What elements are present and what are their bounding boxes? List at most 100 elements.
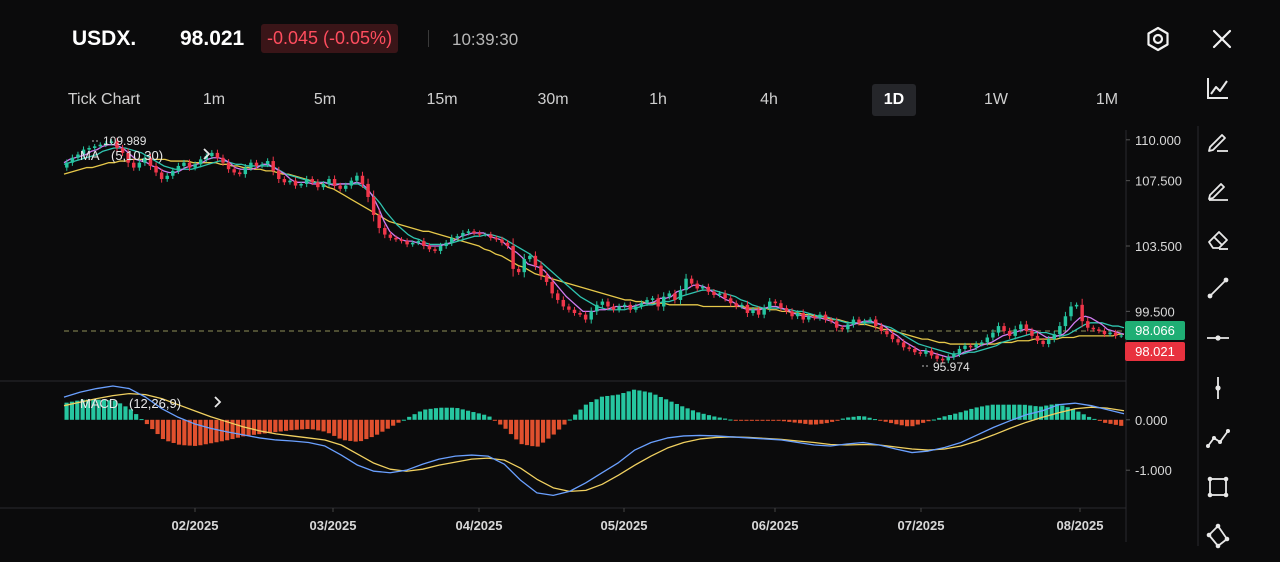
candle bbox=[851, 319, 856, 325]
macd-histogram-bar bbox=[385, 419, 390, 429]
candle bbox=[494, 237, 499, 240]
candle bbox=[901, 342, 906, 348]
candle bbox=[332, 179, 337, 186]
candle bbox=[394, 237, 398, 240]
macd-histogram-bar bbox=[578, 409, 583, 420]
macd-histogram-bar bbox=[1119, 419, 1124, 426]
macd-indicator-params: (12,26,9) bbox=[129, 396, 181, 411]
tab-5m[interactable]: 5m bbox=[313, 91, 337, 108]
candle bbox=[712, 291, 716, 296]
tab-tick-chart[interactable]: Tick Chart bbox=[67, 91, 141, 108]
candle bbox=[472, 231, 476, 233]
macd-histogram-bar bbox=[942, 416, 947, 420]
horizontal-line-tool[interactable] bbox=[1204, 324, 1232, 352]
chart-type-button[interactable] bbox=[1204, 74, 1232, 102]
macd-histogram-bar bbox=[396, 419, 401, 423]
macd-histogram-bar bbox=[412, 414, 417, 420]
ma-expand-chevron-icon[interactable] bbox=[203, 148, 211, 160]
macd-histogram-bar bbox=[953, 413, 958, 420]
candle bbox=[1097, 329, 1101, 331]
close-button[interactable] bbox=[1208, 25, 1236, 53]
macd-histogram-bar bbox=[557, 419, 562, 430]
candle bbox=[159, 172, 164, 180]
macd-histogram-bar bbox=[358, 419, 364, 442]
macd-histogram-bar bbox=[332, 419, 337, 436]
tab-1d[interactable]: 1D bbox=[872, 84, 916, 116]
tab-1m-month[interactable]: 1M bbox=[1095, 91, 1119, 108]
candle bbox=[477, 232, 482, 235]
candle bbox=[1024, 324, 1029, 331]
macd-histogram-bar bbox=[996, 404, 1001, 420]
candle bbox=[634, 306, 638, 310]
eraser-tool[interactable] bbox=[1204, 225, 1232, 253]
macd-histogram-bar bbox=[310, 419, 315, 430]
candle bbox=[678, 290, 683, 300]
pencil-tool[interactable] bbox=[1204, 126, 1232, 154]
header-divider bbox=[428, 30, 429, 47]
macd-histogram-bar bbox=[439, 407, 444, 420]
macd-histogram-bar bbox=[1012, 404, 1017, 420]
macd-histogram-bar bbox=[573, 414, 578, 420]
candle bbox=[952, 353, 956, 358]
price-chart[interactable]: 110.000 107.500 103.500 99.500 0.000 -1.000 02… bbox=[0, 126, 1200, 546]
macd-histogram-bar bbox=[631, 389, 637, 420]
candle bbox=[600, 301, 605, 305]
macd-histogram-bar bbox=[1006, 404, 1011, 420]
tab-1h[interactable]: 1h bbox=[649, 91, 667, 108]
macd-histogram-bar bbox=[594, 399, 599, 420]
macd-histogram-bar bbox=[300, 419, 305, 430]
macd-dea-line bbox=[63, 392, 1125, 493]
current-price-label: 98.021 bbox=[1135, 344, 1175, 359]
macd-histogram-bar bbox=[642, 391, 647, 420]
eraser-icon bbox=[1208, 231, 1228, 250]
macd-histogram-bar bbox=[134, 414, 139, 420]
ma-indicator-label: MA bbox=[80, 148, 100, 163]
macd-expand-chevron-icon[interactable] bbox=[214, 396, 222, 408]
macd-histogram-bar bbox=[819, 419, 824, 424]
macd-histogram-bar bbox=[963, 410, 969, 420]
tab-30m[interactable]: 30m bbox=[537, 91, 569, 108]
rectangle-icon bbox=[1207, 476, 1229, 498]
settings-button[interactable] bbox=[1144, 25, 1172, 53]
polyline-tool[interactable] bbox=[1204, 424, 1232, 452]
rectangle-tool[interactable] bbox=[1204, 473, 1232, 501]
macd-histogram-bar bbox=[696, 412, 701, 420]
tab-1m[interactable]: 1m bbox=[202, 91, 226, 108]
macd-histogram-bar bbox=[669, 401, 674, 420]
macd-histogram-bar bbox=[878, 419, 883, 421]
tab-4h[interactable]: 4h bbox=[760, 91, 778, 108]
candle bbox=[829, 319, 833, 322]
candle bbox=[924, 350, 928, 354]
candle bbox=[87, 147, 91, 150]
trend-line-tool[interactable] bbox=[1204, 274, 1232, 302]
timeframe-tabs: Tick Chart 1m 5m 15m 30m 1h 4h 1D 1W 1M bbox=[0, 84, 1200, 120]
candle bbox=[650, 298, 655, 300]
line-chart-icon bbox=[1207, 78, 1228, 99]
macd-histogram-bar bbox=[1038, 406, 1043, 420]
candle bbox=[818, 314, 822, 318]
macd-histogram-bar bbox=[326, 419, 331, 434]
candle bbox=[182, 162, 186, 166]
candle bbox=[232, 169, 236, 173]
candle bbox=[1080, 304, 1084, 322]
candle bbox=[355, 175, 359, 181]
candle bbox=[260, 164, 264, 166]
candle bbox=[745, 304, 750, 314]
candle bbox=[438, 246, 443, 251]
macd-histogram-bar bbox=[487, 416, 492, 420]
macd-histogram-bar bbox=[792, 419, 797, 423]
candle bbox=[198, 159, 203, 165]
candle bbox=[578, 313, 582, 315]
network-tool[interactable] bbox=[1204, 522, 1232, 550]
macd-histogram-bar bbox=[1044, 405, 1049, 420]
candle bbox=[148, 157, 153, 166]
vertical-line-tool[interactable] bbox=[1204, 374, 1232, 402]
network-icon bbox=[1206, 523, 1230, 549]
tab-15m[interactable]: 15m bbox=[426, 91, 458, 108]
pen-tool[interactable] bbox=[1204, 175, 1232, 203]
candle bbox=[812, 316, 817, 318]
macd-histogram-bar bbox=[476, 413, 481, 420]
candle bbox=[1007, 330, 1012, 336]
tab-1w[interactable]: 1W bbox=[984, 91, 1008, 108]
macd-histogram-bar bbox=[262, 419, 267, 434]
